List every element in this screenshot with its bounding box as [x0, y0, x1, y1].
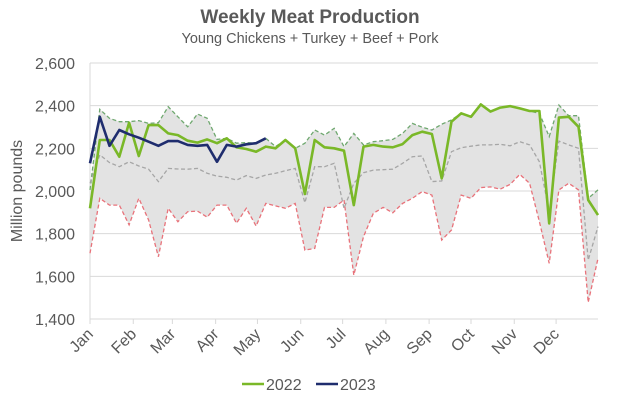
y-axis-label: Million pounds — [9, 140, 26, 242]
chart-title: Weekly Meat Production — [200, 7, 419, 28]
min-line — [89, 173, 599, 303]
x-tick-label: Jan — [67, 326, 97, 356]
y-tick-label: 1,600 — [35, 269, 75, 286]
y-tick-label: 2,600 — [35, 56, 75, 73]
y-tick-label: 1,400 — [35, 312, 75, 329]
x-tick-label: May — [231, 326, 264, 359]
series-2022 — [88, 103, 600, 225]
series-lines — [88, 103, 600, 225]
y-tick-label: 2,000 — [35, 184, 75, 201]
max-line — [89, 103, 599, 200]
x-tick-label: Aug — [361, 326, 393, 358]
x-tick-label: Apr — [193, 325, 223, 355]
y-tick-label: 2,400 — [35, 99, 75, 116]
x-tick-label: Sep — [404, 326, 436, 358]
legend-label-2023: 2023 — [340, 377, 376, 394]
series-2023 — [88, 115, 267, 164]
x-tick-label: Dec — [531, 326, 563, 358]
x-tick-label: Nov — [489, 326, 521, 358]
average-line — [89, 140, 599, 261]
range-band — [89, 103, 599, 303]
legend: 2022 2023 — [242, 377, 376, 394]
x-axis-ticks: Jan Feb Mar Apr May Jun Jul Aug Sep Oct Nov Dec — [67, 318, 598, 359]
y-tick-label: 1,800 — [35, 227, 75, 244]
y-tick-label: 2,200 — [35, 141, 75, 158]
chart-subtitle: Young Chickens + Turkey + Beef + Pork — [182, 31, 440, 47]
x-tick-label: Feb — [109, 326, 141, 358]
band-area — [90, 104, 598, 303]
x-tick-label: Jul — [323, 326, 349, 352]
y-axis-ticks: 1,400 1,600 1,800 2,000 2,200 2,400 2,600 — [35, 56, 75, 329]
x-tick-label: Mar — [148, 325, 180, 357]
x-tick-label: Jun — [277, 326, 307, 356]
legend-label-2022: 2022 — [266, 377, 302, 394]
x-tick-label: Oct — [448, 325, 478, 355]
